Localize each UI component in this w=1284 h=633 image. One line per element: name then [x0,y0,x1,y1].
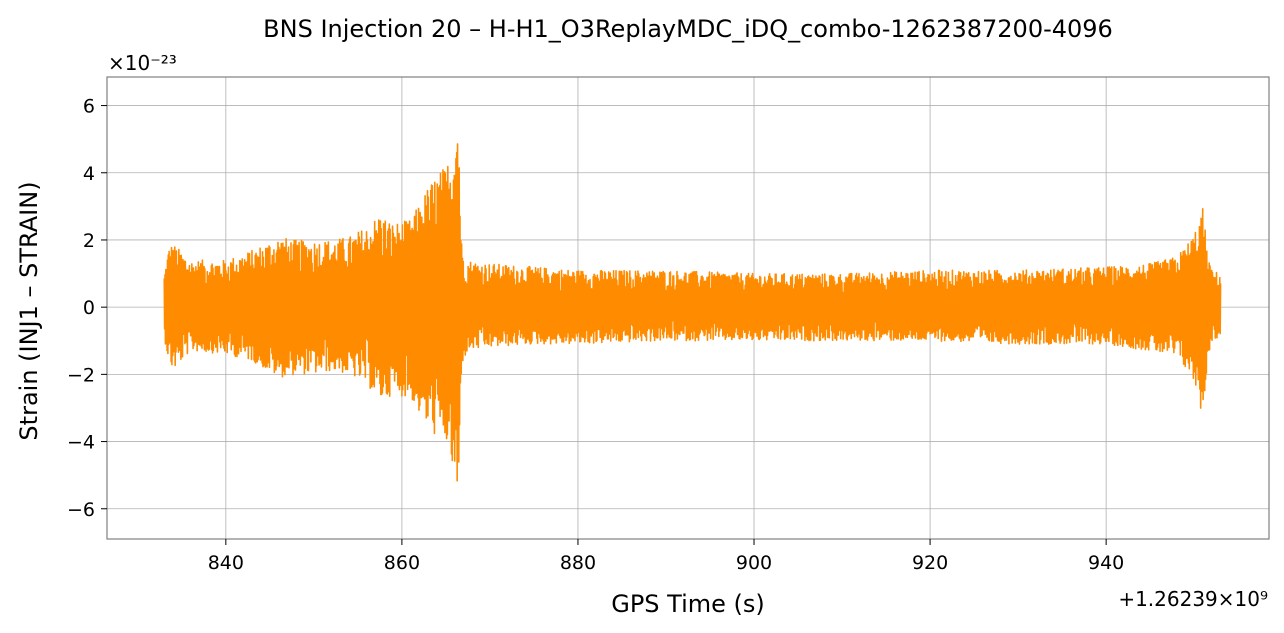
y-ticks: −6 −4 −2 0 2 4 6 [67,96,107,521]
y-tick-label: 4 [83,163,95,185]
x-tick-label: 840 [208,552,244,574]
y-tick-label: −4 [67,432,95,454]
y-tick-label: −2 [67,364,95,386]
y-tick-label: 2 [83,230,95,252]
x-tick-label: 940 [1088,552,1124,574]
y-tick-label: −6 [67,499,95,521]
series-group [163,143,1222,482]
y-axis-label: Strain (INJ1 – STRAIN) [15,181,43,440]
x-tick-label: 920 [912,552,948,574]
x-tick-label: 880 [560,552,596,574]
y-tick-label: 6 [83,96,95,118]
x-offset-text: +1.26239×10⁹ [1118,587,1268,611]
plot-frame [106,76,1270,540]
series-line-strain [163,143,1222,482]
y-scale-text: ×10⁻²³ [108,51,177,75]
x-ticks: 840 860 880 900 920 940 [208,539,1124,574]
x-axis-label: GPS Time (s) [611,590,765,618]
x-tick-label: 900 [736,552,772,574]
chart-title: BNS Injection 20 – H-H1_O3ReplayMDC_iDQ_… [263,15,1113,43]
y-tick-label: 0 [83,297,95,319]
x-tick-label: 860 [384,552,420,574]
